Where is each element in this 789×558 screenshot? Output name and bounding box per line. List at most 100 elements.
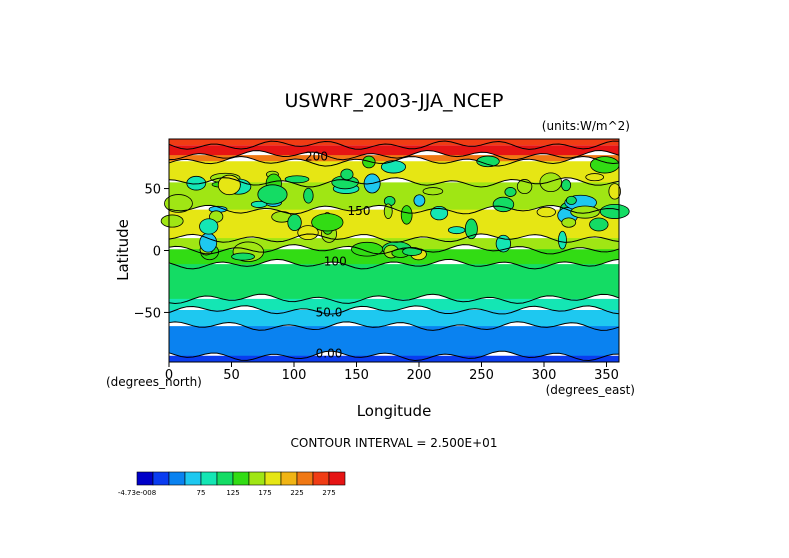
contour-line [168, 155, 620, 167]
zonal-band [169, 355, 619, 362]
x-tick-label: 200 [407, 368, 432, 383]
y-axis: 50 0 −50 [134, 183, 169, 321]
contour-labels: 200 150 100 50.0 0.00 [305, 149, 370, 360]
field-patch [284, 175, 310, 184]
field-patch [297, 225, 319, 241]
zonal-band [169, 139, 619, 146]
field-patch [257, 184, 288, 205]
x-axis: 0 50 100 150 200 250 300 350 [165, 362, 619, 383]
field-patch [536, 206, 556, 218]
colorbar-swatch [152, 471, 170, 486]
y-tick-label: −50 [134, 306, 161, 321]
colorbar-swatch [184, 471, 202, 486]
x-tick-label: 250 [469, 368, 494, 383]
contour-line [168, 244, 620, 255]
field-patch [464, 218, 478, 240]
colorbar-swatch [232, 471, 250, 486]
x-unit-label: (degrees_east) [546, 383, 635, 397]
field-patch [476, 155, 500, 168]
colorbar-swatch [216, 471, 234, 486]
colorbar-label: 175 [258, 489, 271, 497]
field-patch [164, 194, 193, 213]
chart-title: USWRF_2003-JJA_NCEP [285, 90, 504, 112]
x-tick-label: 150 [344, 368, 369, 383]
field-patch [492, 196, 515, 213]
field-patch [351, 241, 384, 257]
field-patch [589, 217, 609, 232]
field-patch [447, 226, 466, 235]
contour-label: 100 [324, 255, 347, 269]
x-tick-label: 50 [223, 368, 240, 383]
colorbar-swatch [264, 471, 282, 486]
field-patch [565, 195, 577, 205]
field-patch [303, 187, 314, 204]
units-label: (units:W/m^2) [542, 119, 630, 133]
y-unit-label: (degrees_north) [106, 375, 202, 389]
contour-line [168, 233, 620, 243]
colorbar-swatch [136, 471, 154, 486]
field-patch [599, 203, 630, 219]
colorbar-label: 275 [322, 489, 335, 497]
x-tick-label: 100 [282, 368, 307, 383]
contour-label: 200 [305, 149, 328, 163]
y-tick-label: 0 [153, 245, 161, 260]
contour-lines [168, 140, 620, 361]
field-patch [250, 200, 268, 208]
field-detail [160, 155, 630, 262]
field-patch [608, 183, 621, 200]
field-patch [561, 217, 577, 228]
contour-line [168, 321, 620, 331]
field-patch [561, 179, 572, 192]
field-patch [160, 214, 184, 228]
contour-line [168, 204, 620, 215]
contour-line [168, 177, 620, 188]
contour-line [168, 140, 620, 150]
field-patch [570, 205, 600, 219]
zonal-band [169, 249, 619, 269]
contour-line [168, 258, 620, 270]
colorbar: -4.73e-008 75 125 175 225 275 [118, 471, 346, 497]
contour-line [168, 293, 620, 304]
colorbar-label: 75 [197, 489, 206, 497]
x-axis-label: Longitude [357, 402, 432, 420]
x-tick-label: 350 [594, 368, 619, 383]
field-patch [430, 205, 449, 221]
colorbar-swatch [312, 471, 330, 486]
colorbar-swatch [168, 471, 186, 486]
field-patch [422, 187, 444, 196]
field-patch [287, 213, 302, 232]
colorbar-label: -4.73e-008 [118, 489, 156, 497]
colorbar-swatch [280, 471, 298, 486]
contour-line [168, 150, 620, 161]
contour-label: 150 [348, 204, 371, 218]
zonal-band [169, 264, 619, 304]
zonal-band [169, 326, 619, 361]
field-patch [504, 187, 517, 197]
field-patch [585, 173, 605, 182]
y-tick-label: 50 [144, 183, 161, 198]
field-patch [400, 205, 413, 225]
field-patch [231, 252, 255, 261]
contour-label: 0.00 [316, 346, 343, 360]
field-patch [402, 246, 423, 256]
field-patch [380, 160, 407, 174]
contour-line [168, 350, 620, 361]
contour-interval-text: CONTOUR INTERVAL = 2.500E+01 [291, 436, 498, 450]
field-patch [413, 194, 426, 207]
field-patch [311, 213, 344, 232]
contour-label: 50.0 [316, 305, 343, 319]
field-patch [199, 218, 219, 235]
colorbar-swatch [200, 471, 218, 486]
field-patch [340, 168, 354, 181]
colorbar-swatch [296, 471, 314, 486]
colorbar-label: 225 [290, 489, 303, 497]
contour-line [168, 305, 620, 315]
field-patch [362, 155, 376, 169]
colorbar-swatch [328, 471, 346, 486]
field-patch [539, 172, 563, 193]
x-tick-label: 0 [165, 368, 173, 383]
field-patch [558, 230, 567, 250]
x-tick-label: 300 [532, 368, 557, 383]
colorbar-label: 125 [226, 489, 239, 497]
